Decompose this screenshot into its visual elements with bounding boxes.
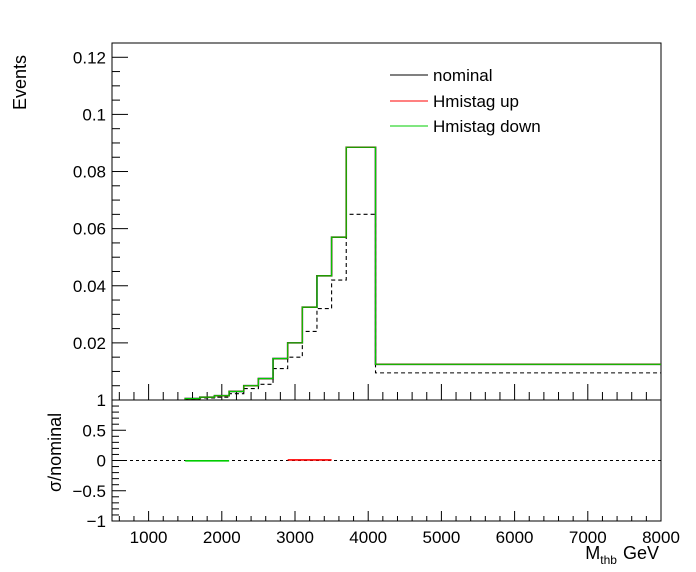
x-axis-title-unit: GeV — [623, 543, 659, 563]
series-nominal — [184, 146, 661, 400]
series-hmistag-up — [184, 146, 661, 400]
ratio-y-axis-title: σ/nominal — [45, 413, 65, 492]
y-tick-label: 1 — [97, 391, 106, 410]
x-tick-label: 7000 — [569, 528, 607, 547]
y-tick-label: −1 — [87, 512, 106, 531]
legend-label-hmistag-down: Hmistag down — [433, 117, 541, 136]
y-tick-label: 0 — [97, 452, 106, 471]
x-tick-label: 2000 — [203, 528, 241, 547]
main-x-axis — [118, 384, 662, 400]
x-tick-label: 5000 — [422, 528, 460, 547]
y-tick-label: 0.1 — [82, 105, 106, 124]
ratio-series — [112, 459, 661, 462]
series-hmistag-down — [184, 146, 661, 400]
y-tick-label: 0.06 — [73, 220, 106, 239]
x-tick-label: 4000 — [349, 528, 387, 547]
y-tick-label: 0.12 — [73, 48, 106, 67]
legend-label-hmistag-up: Hmistag up — [433, 92, 519, 111]
x-axis-title-main: M — [585, 543, 600, 563]
x-tick-label: 3000 — [276, 528, 314, 547]
ratio-x-axis: 1000 2000 3000 4000 5000 6000 7000 8000 — [118, 511, 680, 547]
y-tick-label: −0.5 — [72, 482, 106, 501]
y-tick-label: 0.02 — [73, 334, 106, 353]
y-tick-label: 0.5 — [82, 421, 106, 440]
x-axis-title-subscript: thb — [600, 553, 617, 567]
x-tick-label: 6000 — [496, 528, 534, 547]
legend-label-nominal: nominal — [433, 66, 493, 85]
ratio-y-axis: −1 −0.5 0 0.5 1 — [72, 391, 126, 531]
main-y-axis: 0.02 0.04 0.06 0.08 0.1 0.12 — [73, 48, 128, 387]
legend: nominal Hmistag up Hmistag down — [390, 66, 541, 136]
x-axis-title: Mthb GeV — [585, 543, 659, 567]
x-tick-label: 8000 — [642, 528, 680, 547]
main-series — [184, 146, 661, 400]
y-tick-label: 0.08 — [73, 163, 106, 182]
main-plot: 0.02 0.04 0.06 0.08 0.1 0.12 Events nominal H… — [10, 42, 662, 401]
y-tick-label: 0.04 — [73, 277, 106, 296]
series-dashed — [184, 213, 661, 400]
main-y-axis-title: Events — [10, 55, 30, 110]
main-plot-frame — [111, 42, 662, 401]
x-tick-label: 1000 — [130, 528, 168, 547]
ratio-plot: −1 −0.5 0 0.5 1 1000 2000 3000 4000 5000 6000 7000… — [45, 391, 680, 567]
